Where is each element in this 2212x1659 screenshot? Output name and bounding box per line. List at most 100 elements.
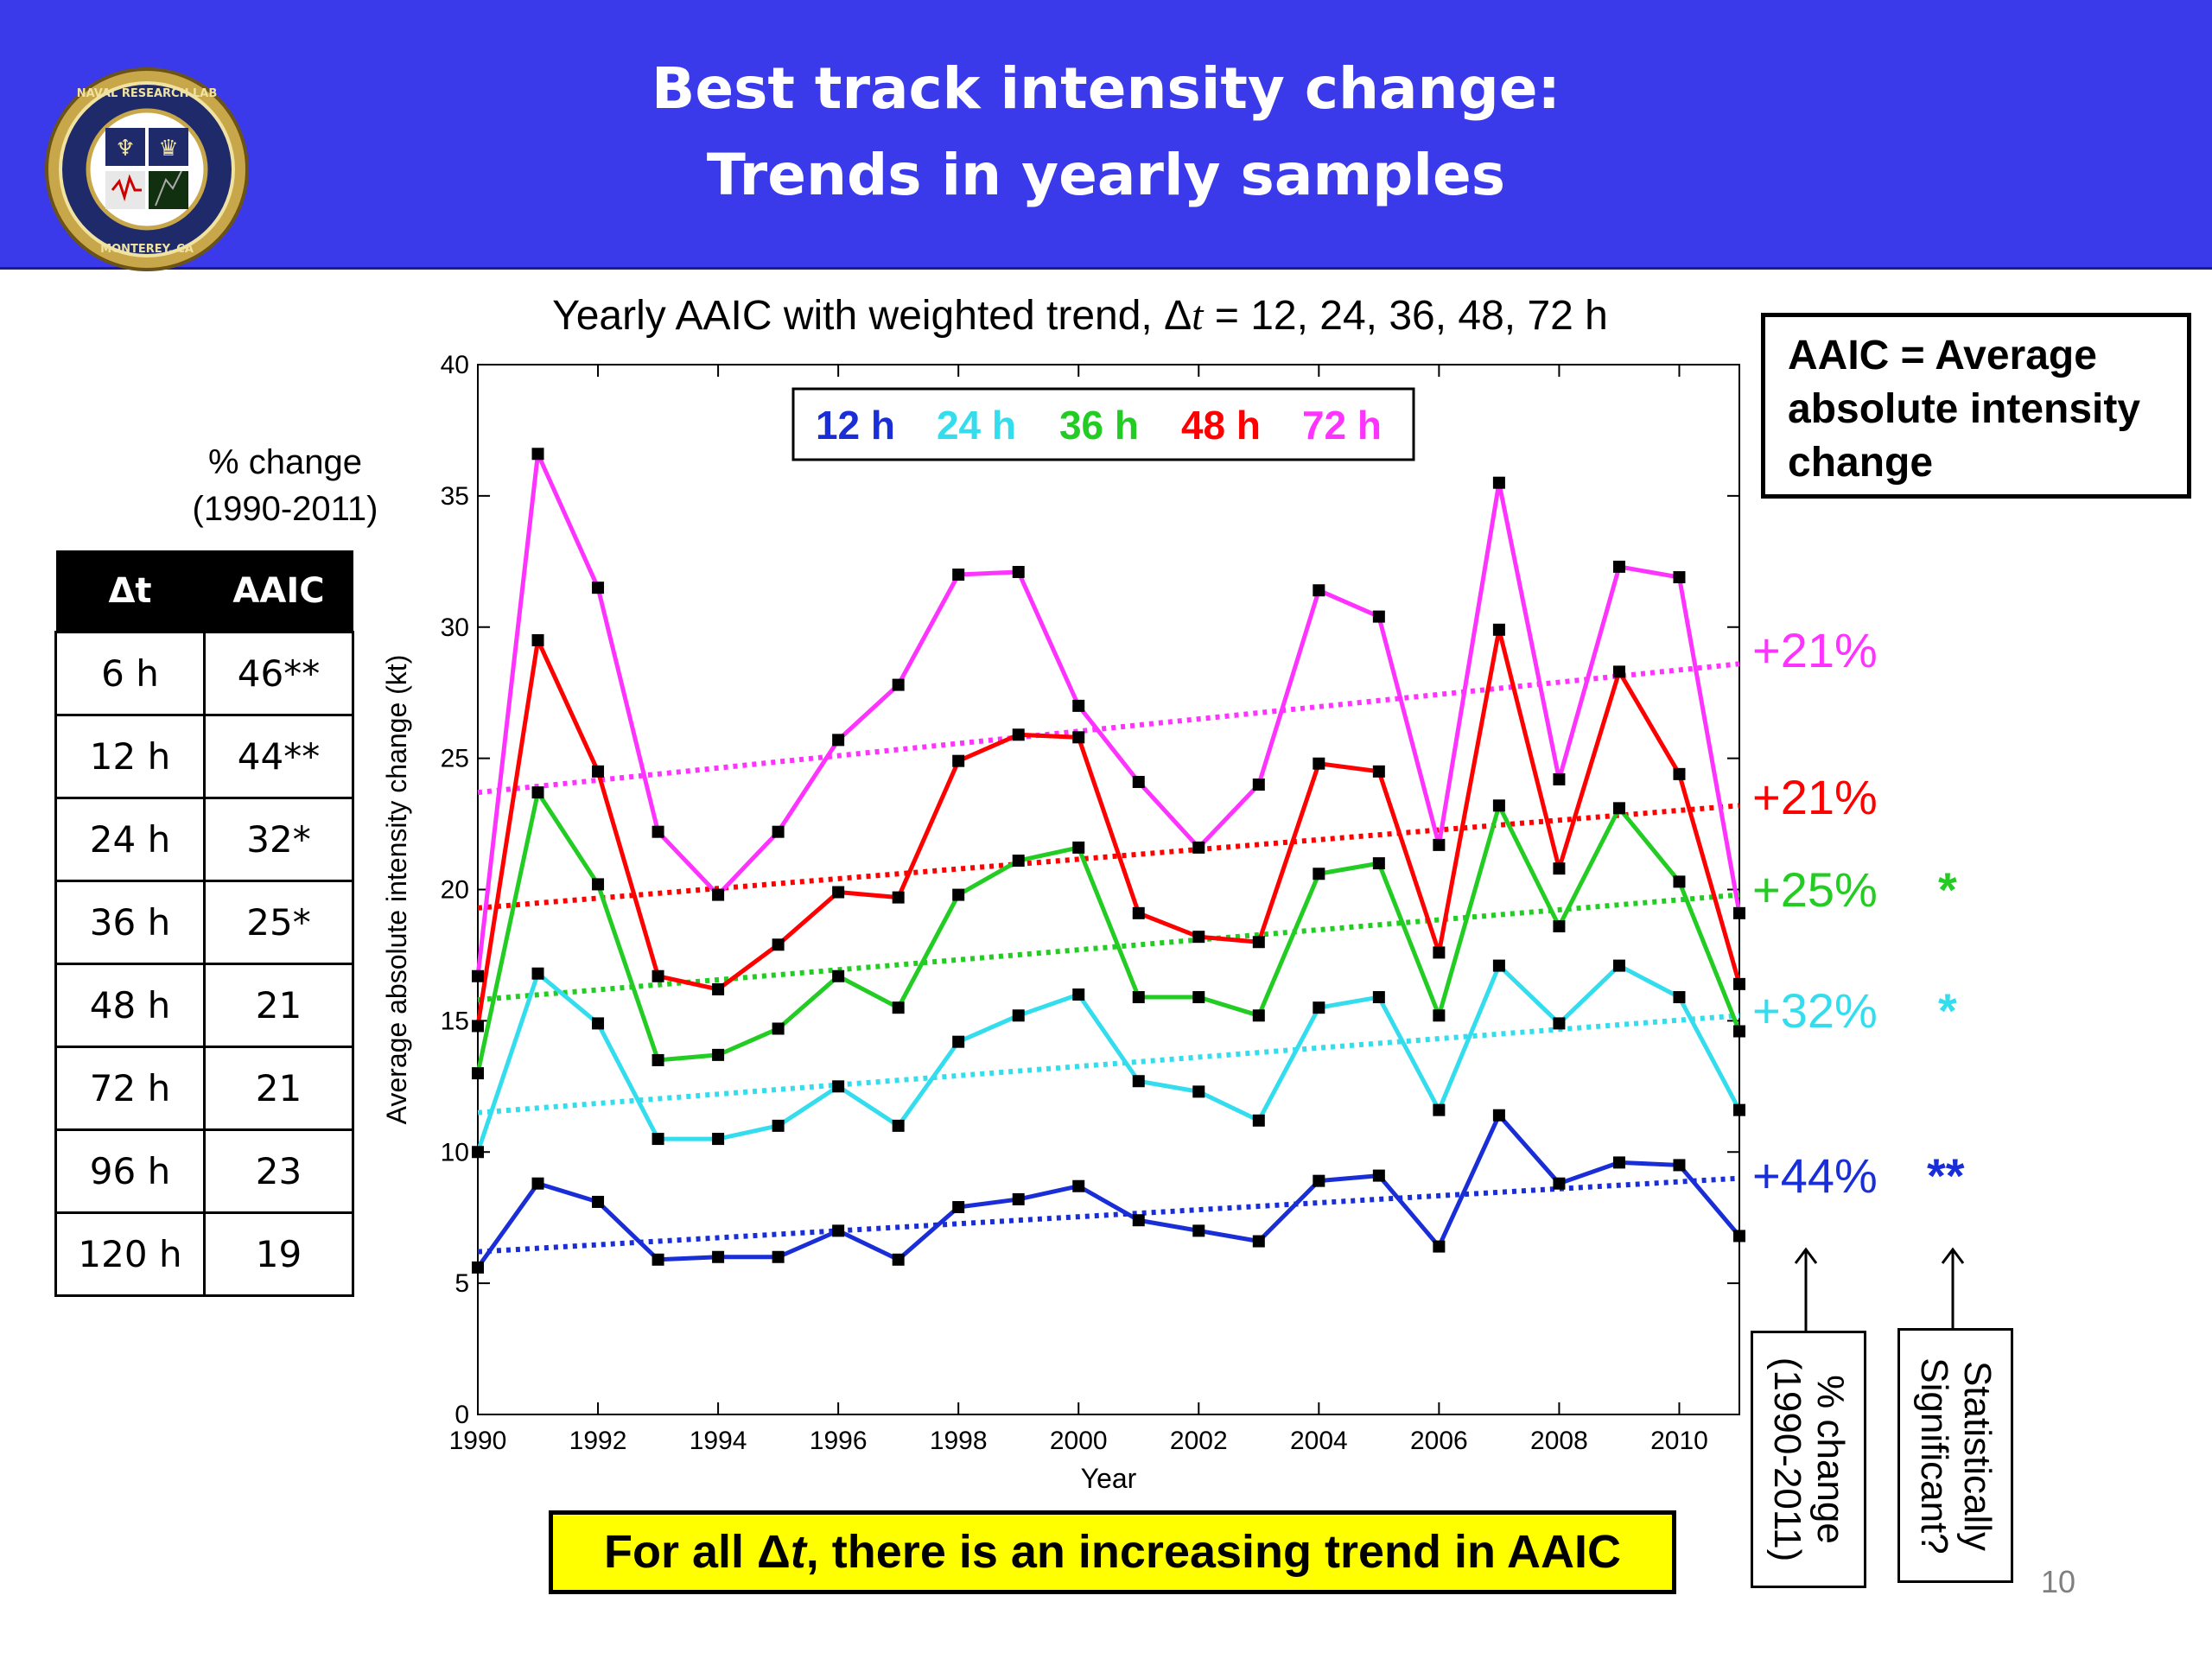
page-number: 10 <box>2041 1564 2076 1599</box>
data-point <box>1553 772 1566 785</box>
data-point <box>1673 767 1686 780</box>
data-point <box>531 1177 544 1190</box>
data-point <box>952 888 965 901</box>
cell-dt: 120 h <box>54 1211 206 1297</box>
data-point <box>472 1261 484 1274</box>
data-point <box>1612 665 1625 678</box>
data-point <box>1192 991 1205 1004</box>
data-point <box>712 1250 725 1263</box>
cell-aaic: 21 <box>203 963 354 1048</box>
series-line-48h <box>475 627 1742 1027</box>
data-point <box>1012 1192 1025 1205</box>
data-point <box>652 969 664 982</box>
cell-dt: 12 h <box>54 714 206 799</box>
conclusion-banner: For all Δt, there is an increasing trend… <box>549 1510 1676 1594</box>
data-point <box>1492 476 1505 489</box>
table-row: 72 h 21 <box>54 1046 354 1131</box>
data-point <box>1072 731 1085 744</box>
data-point <box>1072 1179 1085 1192</box>
data-point <box>1313 757 1325 770</box>
sig-mark-12h: ** <box>1927 1148 1965 1203</box>
data-point <box>1252 936 1265 949</box>
data-point <box>712 1133 725 1146</box>
data-point <box>1433 946 1446 959</box>
data-point <box>712 1048 725 1061</box>
cell-dt: 24 h <box>54 797 206 882</box>
data-point <box>1673 1159 1686 1172</box>
data-point <box>652 1053 664 1066</box>
data-point <box>1492 623 1505 636</box>
data-point <box>832 734 845 747</box>
nrl-logo: ♆ ♛ NAVAL RESEARCH LAB MONTEREY, CA <box>45 67 249 271</box>
trend-line-24h <box>477 1013 1740 1116</box>
x-tick-label: 1998 <box>930 1427 988 1455</box>
data-point <box>1553 862 1566 875</box>
pct-annotation-arrow-head <box>1794 1247 1818 1264</box>
data-point <box>952 754 965 767</box>
data-point <box>1553 920 1566 933</box>
cell-dt: 36 h <box>54 880 206 965</box>
data-point <box>592 878 605 891</box>
data-point <box>1192 1224 1205 1237</box>
x-tick-label: 2010 <box>1650 1427 1708 1455</box>
data-point <box>1252 1114 1265 1127</box>
data-point <box>1313 1174 1325 1187</box>
col-header-dt: Δt <box>55 550 205 632</box>
data-point <box>1012 1009 1025 1022</box>
data-point <box>712 982 725 995</box>
data-point <box>952 1035 965 1048</box>
x-tick-label: 2008 <box>1530 1427 1588 1455</box>
y-tick-label: 35 <box>441 482 469 511</box>
data-point <box>1372 857 1385 870</box>
data-point <box>1072 699 1085 712</box>
data-point <box>952 1201 965 1214</box>
table-row: 48 h 21 <box>54 963 354 1048</box>
x-tick-label: 1990 <box>449 1427 507 1455</box>
data-point <box>1433 1009 1446 1022</box>
legend-entry-72h: 72 h <box>1302 403 1382 448</box>
cell-aaic: 25* <box>203 880 354 965</box>
data-point <box>1313 584 1325 597</box>
trend-label-12h: +44% <box>1752 1148 1878 1203</box>
data-point <box>592 765 605 778</box>
data-point <box>892 1253 905 1266</box>
data-point <box>1252 779 1265 791</box>
data-point <box>1733 1025 1745 1038</box>
trend-label-72h: +21% <box>1752 623 1878 677</box>
data-point <box>1372 991 1385 1004</box>
data-point <box>892 1001 905 1014</box>
series-line-24h <box>475 963 1742 1154</box>
data-point <box>892 678 905 691</box>
data-point <box>592 582 605 594</box>
chart-title: Yearly AAIC with weighted trend, Δt = 12… <box>552 293 1608 339</box>
cell-aaic: 32* <box>203 797 354 882</box>
cell-aaic: 19 <box>203 1211 354 1297</box>
data-point <box>1012 855 1025 868</box>
cell-aaic: 23 <box>203 1128 354 1214</box>
svg-text:♛: ♛ <box>158 136 178 162</box>
data-point <box>1612 1156 1625 1169</box>
y-tick-label: 25 <box>441 745 469 773</box>
data-point <box>1612 959 1625 972</box>
data-point <box>1192 841 1205 854</box>
data-point <box>1492 799 1505 812</box>
legend-entry-12h: 12 h <box>816 403 895 448</box>
data-point <box>531 448 544 461</box>
data-point <box>1072 841 1085 854</box>
y-tick-label: 30 <box>441 613 469 642</box>
data-point <box>472 1020 484 1033</box>
table-row: 96 h 23 <box>54 1128 354 1214</box>
data-point <box>832 1080 845 1093</box>
data-point <box>1192 1085 1205 1098</box>
data-point <box>472 969 484 982</box>
trend-line-48h <box>477 803 1740 911</box>
data-point <box>712 888 725 901</box>
data-point <box>1313 1001 1325 1014</box>
series-line-36h <box>475 790 1742 1074</box>
cell-dt: 96 h <box>54 1128 206 1214</box>
trend-label-48h: +21% <box>1752 770 1878 824</box>
data-point <box>592 1017 605 1030</box>
data-point <box>1252 1235 1265 1248</box>
data-point <box>472 1067 484 1080</box>
slide-header: ♆ ♛ NAVAL RESEARCH LAB MONTEREY, CA Best… <box>0 0 2212 271</box>
